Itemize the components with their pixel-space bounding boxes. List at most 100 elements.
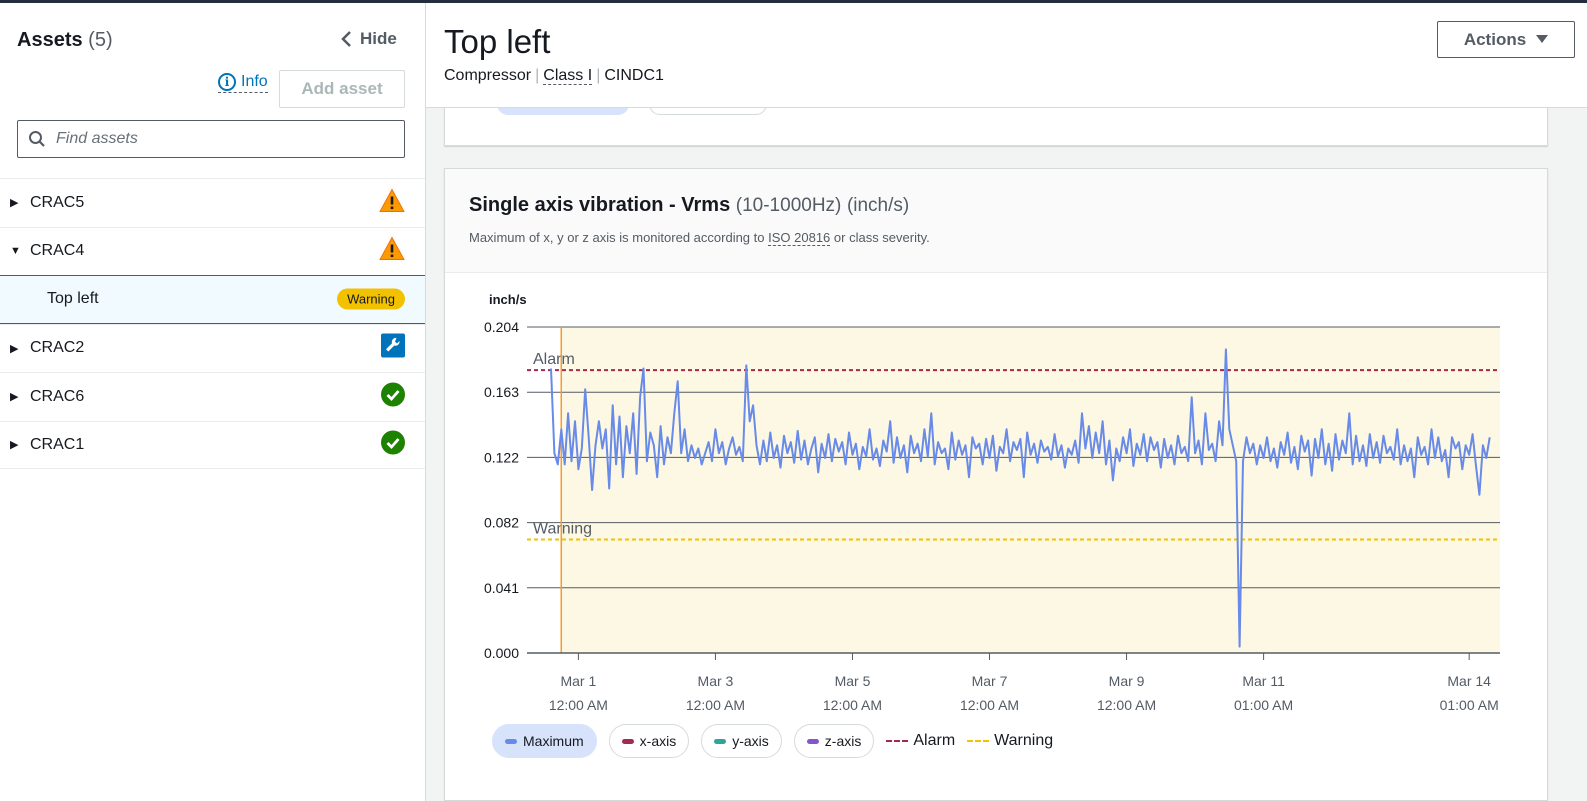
assets-title-text: Assets bbox=[17, 29, 83, 51]
asset-tree: ▶ CRAC5 ▼ CRAC4 Top left Warning ▶ CRAC2… bbox=[0, 178, 425, 469]
search-input[interactable] bbox=[56, 130, 376, 148]
legend-swatch bbox=[714, 738, 727, 744]
hide-button[interactable]: Hide bbox=[340, 29, 397, 49]
desc-suffix: or class severity. bbox=[833, 230, 930, 245]
x-tick-label: 01:00 AM bbox=[1440, 697, 1499, 713]
info-icon: i bbox=[218, 73, 236, 91]
x-tick-label: 12:00 AM bbox=[549, 697, 608, 713]
chart-legend: Maximum x-axis y-axis z-axis Alarm Warning bbox=[492, 724, 1053, 758]
legend-pill[interactable] bbox=[649, 108, 767, 115]
tree-item-label: CRAC4 bbox=[30, 242, 85, 260]
vibration-chart[interactable]: 0.204 0.163 0.122 0.082 0.041 0.000 inch/s Mar … bbox=[445, 280, 1545, 720]
tree-item-label: CRAC6 bbox=[30, 387, 85, 405]
caret-right-icon[interactable]: ▶ bbox=[10, 391, 19, 404]
warning-icon bbox=[379, 236, 405, 266]
x-tick-label: Mar 1 bbox=[560, 673, 596, 689]
tree-item-top-left[interactable]: Top left Warning bbox=[0, 275, 425, 324]
tree-item-crac2[interactable]: ▶ CRAC2 bbox=[0, 323, 425, 373]
legend-label: Warning bbox=[994, 732, 1054, 749]
x-tick-label: 12:00 AM bbox=[960, 697, 1019, 713]
legend-label: Maximum bbox=[523, 733, 584, 749]
info-link[interactable]: i Info bbox=[218, 73, 268, 93]
x-tick-label: 12:00 AM bbox=[823, 697, 882, 713]
hide-label: Hide bbox=[360, 29, 397, 48]
y-tick-label: 0.122 bbox=[484, 449, 519, 465]
legend-label: z-axis bbox=[824, 733, 862, 749]
check-circle-icon bbox=[381, 382, 405, 411]
y-axis-label: inch/s bbox=[489, 292, 527, 307]
legend-dash bbox=[886, 740, 909, 742]
y-tick-label: 0.082 bbox=[484, 515, 519, 531]
caret-right-icon[interactable]: ▶ bbox=[10, 342, 19, 355]
actions-button[interactable]: Actions bbox=[1437, 21, 1575, 58]
legend-item-y-axis[interactable]: y-axis bbox=[701, 724, 782, 758]
asset-id: CINDC1 bbox=[604, 67, 664, 84]
x-tick-label: 01:00 AM bbox=[1234, 697, 1293, 713]
x-tick-label: 12:00 AM bbox=[1097, 697, 1156, 713]
page-header: Top left Compressor | Class I | CINDC1 Actio… bbox=[426, 3, 1587, 108]
status-badge: Warning bbox=[337, 288, 405, 310]
legend-item-maximum[interactable]: Maximum bbox=[492, 724, 597, 758]
legend-label: y-axis bbox=[732, 733, 769, 749]
card-title-range: (10-1000Hz) bbox=[735, 195, 842, 216]
x-tick-label: 12:00 AM bbox=[686, 697, 745, 713]
series-line-maximum bbox=[550, 348, 1491, 648]
previous-card bbox=[444, 108, 1548, 146]
desc-prefix: Maximum of x, y or z axis is monitored a… bbox=[469, 230, 765, 245]
asset-type: Compressor bbox=[444, 67, 532, 84]
tree-item-label: CRAC2 bbox=[30, 339, 85, 357]
tree-item-label: CRAC5 bbox=[30, 193, 85, 211]
warning-band bbox=[561, 327, 1500, 653]
assets-sidebar: Assets (5) Hide i Info Add asset ▶ CRAC5… bbox=[0, 3, 426, 801]
actions-label: Actions bbox=[1463, 29, 1527, 49]
legend-item-x-axis[interactable]: x-axis bbox=[608, 724, 690, 758]
y-tick-label: 0.204 bbox=[484, 319, 519, 335]
legend-label: Alarm bbox=[913, 732, 956, 749]
tree-item-label: CRAC1 bbox=[30, 435, 85, 453]
x-tick-label: Mar 14 bbox=[1447, 673, 1491, 689]
card-description: Maximum of x, y or z axis is monitored a… bbox=[469, 230, 930, 246]
alarm-threshold-label: Alarm bbox=[533, 351, 575, 368]
tree-item-crac1[interactable]: ▶ CRAC1 bbox=[0, 420, 425, 469]
iso-link[interactable]: ISO 20816 bbox=[768, 230, 831, 246]
y-tick-label: 0.041 bbox=[484, 580, 519, 596]
legend-pill[interactable] bbox=[497, 108, 629, 115]
tree-item-crac6[interactable]: ▶ CRAC6 bbox=[0, 372, 425, 421]
legend-dash bbox=[967, 740, 990, 742]
caret-right-icon[interactable]: ▶ bbox=[10, 439, 19, 452]
check-circle-icon bbox=[381, 430, 405, 459]
x-tick-label: Mar 7 bbox=[972, 673, 1008, 689]
warning-icon bbox=[379, 188, 405, 217]
y-tick-label: 0.163 bbox=[484, 384, 519, 400]
chevron-left-icon bbox=[341, 31, 351, 47]
caret-down-icon bbox=[1536, 35, 1549, 43]
tree-item-label: Top left bbox=[47, 290, 99, 308]
top-border bbox=[0, 0, 1587, 3]
wrench-icon bbox=[381, 333, 405, 363]
x-tick-label: Mar 3 bbox=[698, 673, 734, 689]
legend-item-warning: Warning bbox=[967, 732, 1053, 750]
add-asset-button[interactable]: Add asset bbox=[279, 70, 405, 108]
card-header bbox=[445, 169, 1547, 273]
caret-right-icon[interactable]: ▶ bbox=[10, 197, 19, 210]
legend-item-z-axis[interactable]: z-axis bbox=[793, 724, 875, 758]
card-title-text: Single axis vibration - Vrms bbox=[469, 194, 731, 216]
legend-item-alarm: Alarm bbox=[886, 732, 955, 750]
y-tick-label: 0.000 bbox=[484, 645, 519, 661]
assets-count: (5) bbox=[88, 29, 113, 51]
asset-class-link[interactable]: Class I bbox=[543, 67, 593, 85]
info-label: Info bbox=[241, 73, 268, 90]
tree-item-crac4[interactable]: ▼ CRAC4 bbox=[0, 226, 425, 276]
page-title: Top left bbox=[444, 23, 551, 60]
search-icon bbox=[29, 131, 45, 147]
caret-down-icon[interactable]: ▼ bbox=[10, 245, 21, 258]
warning-threshold-label: Warning bbox=[533, 521, 592, 538]
tree-item-crac5[interactable]: ▶ CRAC5 bbox=[0, 178, 425, 227]
asset-subtitle: Compressor | Class I | CINDC1 bbox=[444, 67, 664, 85]
legend-swatch bbox=[806, 738, 819, 744]
x-tick-label: Mar 5 bbox=[835, 673, 871, 689]
card-title: Single axis vibration - Vrms (10-1000Hz)… bbox=[469, 194, 909, 217]
legend-swatch bbox=[621, 738, 634, 744]
find-assets-search[interactable] bbox=[17, 120, 405, 158]
scrollbar[interactable] bbox=[1568, 108, 1587, 801]
